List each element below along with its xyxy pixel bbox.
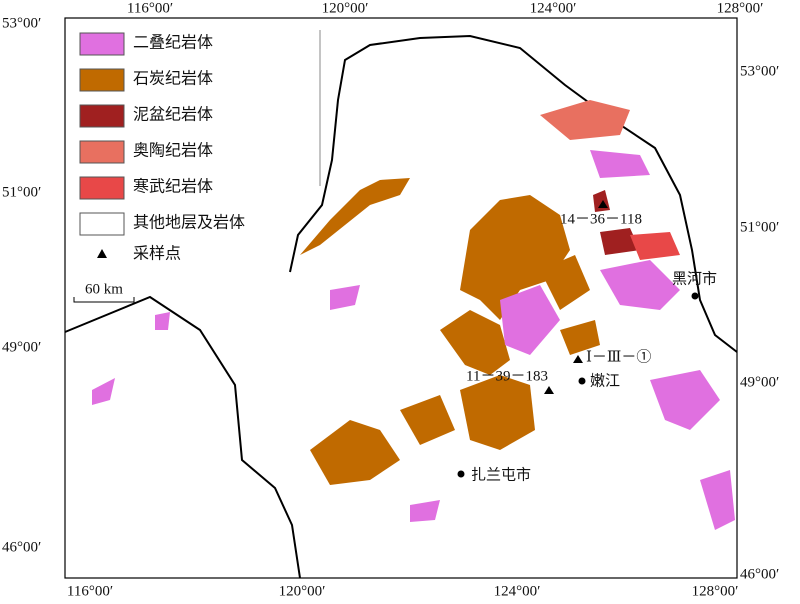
- scale-bar: 60 km: [73, 281, 135, 303]
- legend-label: 泥盆纪岩体: [133, 106, 213, 124]
- top-label: 116°00′: [127, 0, 173, 16]
- scale-label: 60 km: [85, 281, 123, 297]
- left-label: 53°00′: [2, 15, 41, 31]
- top-label: 120°00′: [322, 0, 369, 16]
- place-label: 黑河市: [672, 270, 717, 287]
- legend-swatch: [79, 32, 125, 56]
- place-label: 扎兰屯市: [471, 466, 531, 483]
- right-label: 46°00′: [740, 566, 779, 582]
- legend-label: 寒武纪岩体: [133, 177, 213, 196]
- place-label: 11－39－183: [466, 368, 548, 384]
- sample-points: [457, 200, 699, 478]
- legend-symbol: [97, 249, 107, 258]
- rock-units: [92, 100, 735, 530]
- place-label: 14－36－118: [560, 211, 642, 227]
- right-label: 49°00′: [740, 374, 779, 390]
- legend-swatch: [79, 176, 125, 200]
- left-label: 49°00′: [2, 339, 41, 355]
- bottom-label: 116°00′: [67, 583, 113, 599]
- place-labels: 14－36－118 黑河市 Ⅰ－Ⅲ－① 11－39－183 嫩江 扎兰屯市: [466, 211, 717, 483]
- legend-label: 奥陶纪岩体: [133, 142, 213, 160]
- legend-label: 采样点: [133, 245, 181, 263]
- right-label: 51°00′: [740, 219, 779, 235]
- legend-label: 石炭纪岩体: [133, 70, 213, 88]
- legend-swatch: [79, 104, 125, 128]
- legend: 二叠纪岩体 石炭纪岩体 泥盆纪岩体 奥陶纪岩体 寒武纪岩体 其他地层及岩体 采样…: [79, 32, 245, 263]
- top-label: 124°00′: [530, 0, 577, 16]
- boundary: [64, 34, 738, 579]
- bottom-label: 124°00′: [494, 583, 541, 599]
- bottom-label: 120°00′: [279, 583, 326, 599]
- bottom-label: 128°00′: [692, 583, 739, 599]
- place-label: 嫩江: [590, 372, 620, 389]
- legend-label: 二叠纪岩体: [133, 34, 213, 52]
- right-label: 53°00′: [740, 63, 779, 79]
- coordinate-labels: 116°00′ 120°00′ 124°00′ 128°00′ 116°00′ …: [2, 0, 779, 599]
- place-label: Ⅰ－Ⅲ－①: [586, 348, 651, 365]
- legend-swatch: [79, 68, 125, 92]
- legend-label: 其他地层及岩体: [133, 214, 245, 232]
- legend-swatch: [79, 212, 125, 236]
- left-label: 51°00′: [2, 184, 41, 200]
- legend-swatch: [79, 140, 125, 164]
- left-label: 46°00′: [2, 539, 41, 555]
- top-label: 128°00′: [717, 0, 764, 16]
